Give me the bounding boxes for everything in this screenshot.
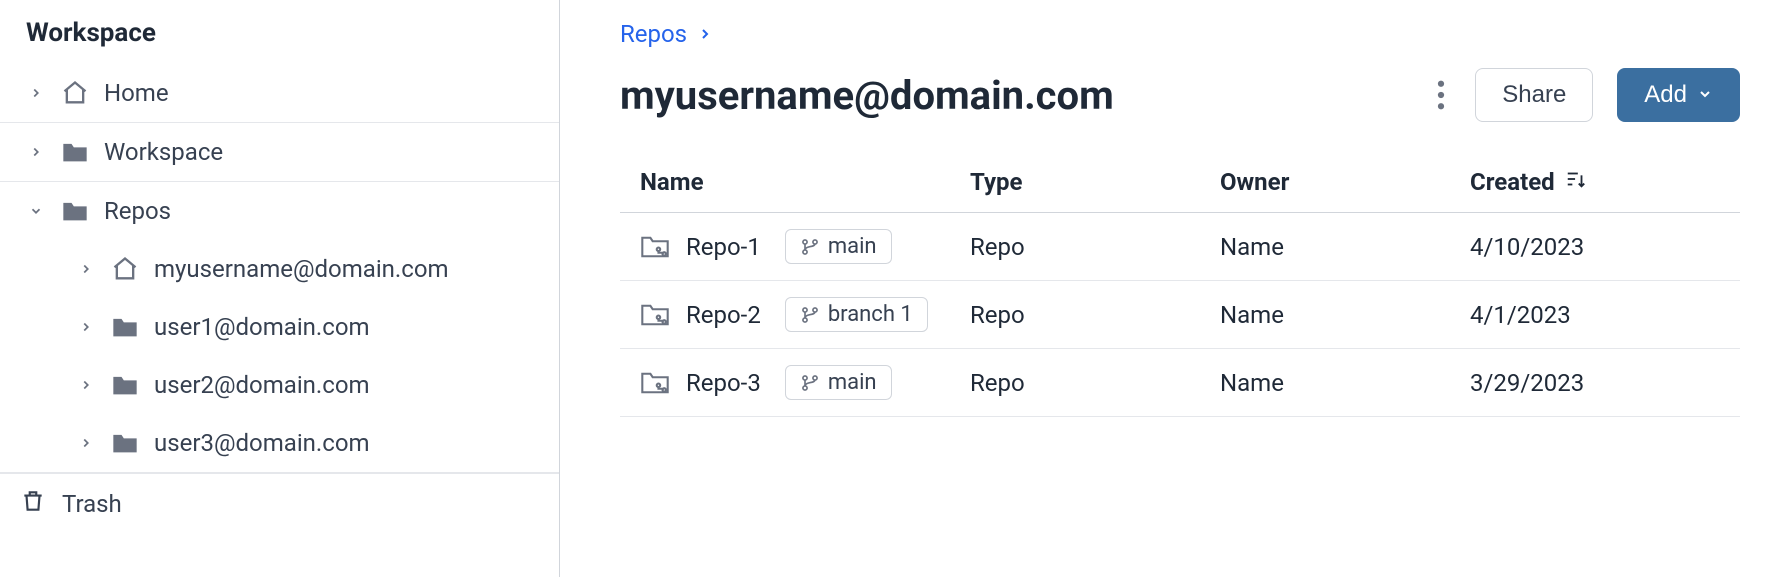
sidebar-item-repo-user[interactable]: user1@domain.com bbox=[0, 298, 559, 356]
cell-type: Repo bbox=[970, 233, 1220, 261]
chevron-right-icon bbox=[76, 320, 96, 334]
table-row[interactable]: Repo-1 main Repo Name 4/10/2023 bbox=[620, 213, 1740, 281]
repo-table: Name Type Owner Created bbox=[620, 152, 1740, 417]
cell-name: Repo-2 branch 1 bbox=[640, 297, 970, 332]
branch-chip[interactable]: branch 1 bbox=[785, 297, 928, 332]
sidebar-item-label: Repos bbox=[104, 197, 171, 225]
folder-icon bbox=[110, 428, 140, 458]
repo-name: Repo-3 bbox=[686, 369, 761, 397]
branch-label: branch 1 bbox=[828, 302, 913, 327]
branch-icon bbox=[800, 305, 820, 325]
cell-owner: Name bbox=[1220, 233, 1470, 261]
chevron-right-icon bbox=[26, 145, 46, 159]
sidebar-item-label: user3@domain.com bbox=[154, 429, 370, 457]
breadcrumb[interactable]: Repos bbox=[620, 20, 1740, 48]
repo-name: Repo-2 bbox=[686, 301, 761, 329]
sidebar: Workspace Home Workspace bbox=[0, 0, 560, 577]
cell-type: Repo bbox=[970, 301, 1220, 329]
cell-created: 4/1/2023 bbox=[1470, 301, 1720, 329]
sidebar-item-label: Trash bbox=[62, 490, 122, 518]
home-icon bbox=[110, 254, 140, 284]
sidebar-item-label: Workspace bbox=[104, 138, 223, 166]
sidebar-item-label: Home bbox=[104, 79, 169, 107]
chevron-right-icon bbox=[76, 262, 96, 276]
cell-owner: Name bbox=[1220, 301, 1470, 329]
sidebar-item-trash[interactable]: Trash bbox=[0, 473, 559, 534]
cell-type: Repo bbox=[970, 369, 1220, 397]
sidebar-tree: Home Workspace Repos bbox=[0, 64, 559, 534]
cell-name: Repo-1 main bbox=[640, 229, 970, 264]
sidebar-item-label: myusername@domain.com bbox=[154, 255, 449, 283]
button-label: Share bbox=[1502, 81, 1566, 109]
chevron-down-icon bbox=[1697, 81, 1713, 109]
branch-icon bbox=[800, 237, 820, 257]
page-title: myusername@domain.com bbox=[620, 72, 1114, 119]
chevron-right-icon bbox=[26, 86, 46, 100]
column-owner[interactable]: Owner bbox=[1220, 168, 1470, 196]
table-row[interactable]: Repo-2 branch 1 Repo Name 4/1/2023 bbox=[620, 281, 1740, 349]
sidebar-item-label: user2@domain.com bbox=[154, 371, 370, 399]
sidebar-item-workspace[interactable]: Workspace bbox=[0, 123, 559, 182]
page-header: myusername@domain.com Share Add bbox=[620, 68, 1740, 122]
column-created[interactable]: Created bbox=[1470, 168, 1720, 196]
folder-icon bbox=[60, 196, 90, 226]
column-name[interactable]: Name bbox=[640, 168, 970, 196]
header-actions: Share Add bbox=[1431, 68, 1740, 122]
column-type[interactable]: Type bbox=[970, 168, 1220, 196]
column-label: Created bbox=[1470, 168, 1555, 196]
repo-name: Repo-1 bbox=[686, 233, 761, 261]
branch-icon bbox=[800, 373, 820, 393]
kebab-menu-button[interactable] bbox=[1431, 80, 1451, 110]
app-root: Workspace Home Workspace bbox=[0, 0, 1780, 577]
main-panel: Repos myusername@domain.com Share Add bbox=[560, 0, 1780, 577]
chevron-right-icon bbox=[76, 378, 96, 392]
cell-owner: Name bbox=[1220, 369, 1470, 397]
breadcrumb-label: Repos bbox=[620, 20, 687, 48]
repo-folder-icon bbox=[640, 234, 670, 260]
trash-icon bbox=[20, 488, 46, 520]
sidebar-item-repo-user[interactable]: user3@domain.com bbox=[0, 414, 559, 473]
chevron-right-icon bbox=[76, 436, 96, 450]
folder-icon bbox=[60, 137, 90, 167]
sidebar-item-home[interactable]: Home bbox=[0, 64, 559, 123]
sidebar-item-label: user1@domain.com bbox=[154, 313, 370, 341]
chevron-right-icon bbox=[697, 20, 713, 48]
sidebar-item-repo-user[interactable]: myusername@domain.com bbox=[0, 240, 559, 298]
sidebar-item-repo-user[interactable]: user2@domain.com bbox=[0, 356, 559, 414]
sort-desc-icon bbox=[1565, 168, 1587, 196]
repo-folder-icon bbox=[640, 302, 670, 328]
home-icon bbox=[60, 78, 90, 108]
cell-created: 4/10/2023 bbox=[1470, 233, 1720, 261]
branch-label: main bbox=[828, 370, 877, 395]
sidebar-title: Workspace bbox=[0, 18, 559, 64]
chevron-down-icon bbox=[26, 204, 46, 218]
add-button[interactable]: Add bbox=[1617, 68, 1740, 122]
branch-chip[interactable]: main bbox=[785, 365, 892, 400]
sidebar-item-repos[interactable]: Repos bbox=[0, 182, 559, 240]
button-label: Add bbox=[1644, 81, 1687, 109]
repo-folder-icon bbox=[640, 370, 670, 396]
table-header: Name Type Owner Created bbox=[620, 152, 1740, 213]
cell-created: 3/29/2023 bbox=[1470, 369, 1720, 397]
share-button[interactable]: Share bbox=[1475, 68, 1593, 122]
folder-icon bbox=[110, 370, 140, 400]
folder-icon bbox=[110, 312, 140, 342]
branch-chip[interactable]: main bbox=[785, 229, 892, 264]
branch-label: main bbox=[828, 234, 877, 259]
cell-name: Repo-3 main bbox=[640, 365, 970, 400]
table-row[interactable]: Repo-3 main Repo Name 3/29/2023 bbox=[620, 349, 1740, 417]
